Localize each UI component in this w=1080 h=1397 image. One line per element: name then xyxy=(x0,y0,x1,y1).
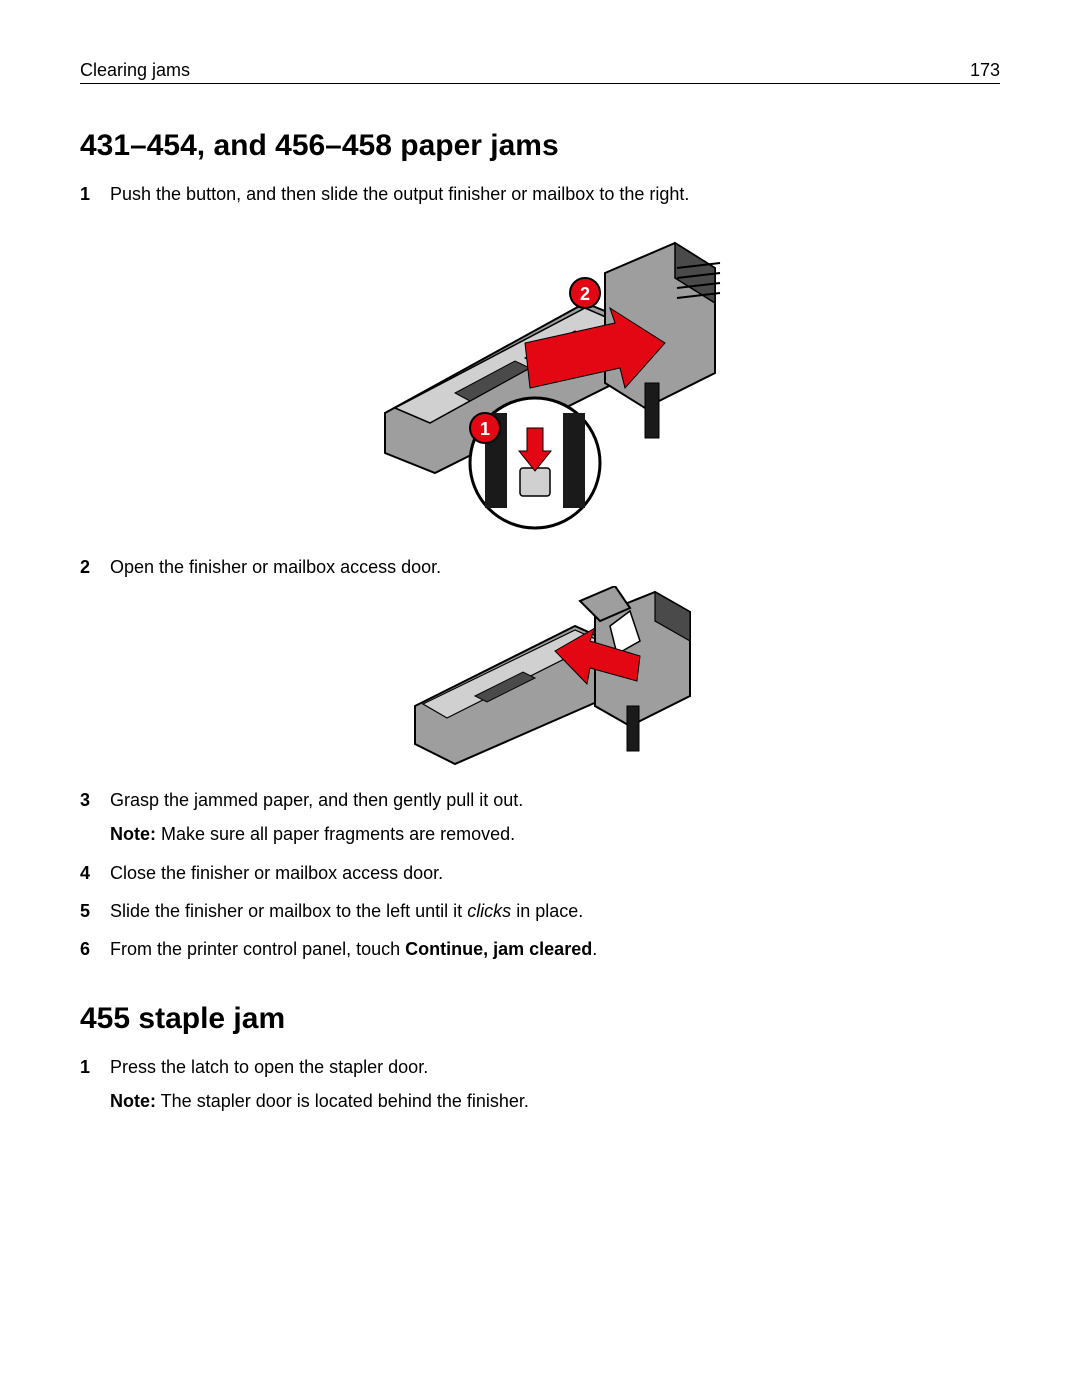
step-text-pre: From the printer control panel, touch xyxy=(110,939,405,959)
step-5: 5 Slide the finisher or mailbox to the l… xyxy=(80,898,1000,924)
step-number: 6 xyxy=(80,936,90,962)
step-text: Push the button, and then slide the outp… xyxy=(110,184,689,204)
callout-2-label: 2 xyxy=(580,284,590,304)
step-number: 1 xyxy=(80,181,90,207)
steps-section2: 1 Press the latch to open the stapler do… xyxy=(80,1054,1000,1114)
section-title-paper-jams: 431–454, and 456–458 paper jams xyxy=(80,129,1000,163)
running-head: Clearing jams 173 xyxy=(80,60,1000,84)
header-section-name: Clearing jams xyxy=(80,60,190,81)
callout-1-label: 1 xyxy=(480,419,490,439)
manual-page: Clearing jams 173 431–454, and 456–458 p… xyxy=(0,0,1080,1397)
printer-illustration-1: 2 1 xyxy=(375,213,735,533)
steps-section1: 1 Push the button, and then slide the ou… xyxy=(80,181,1000,962)
step-text-post: . xyxy=(592,939,597,959)
header-page-number: 173 xyxy=(970,60,1000,81)
step-text: Press the latch to open the stapler door… xyxy=(110,1057,428,1077)
step-text-pre: Slide the finisher or mailbox to the lef… xyxy=(110,901,467,921)
figure-open-door xyxy=(110,586,1000,773)
note-text: Make sure all paper fragments are remove… xyxy=(156,824,515,844)
step-text-post: in place. xyxy=(511,901,583,921)
step-4: 4 Close the finisher or mailbox access d… xyxy=(80,860,1000,886)
step-1: 1 Press the latch to open the stapler do… xyxy=(80,1054,1000,1114)
step-6: 6 From the printer control panel, touch … xyxy=(80,936,1000,962)
step-number: 2 xyxy=(80,554,90,580)
note-text: The stapler door is located behind the f… xyxy=(156,1091,529,1111)
step-text: Open the finisher or mailbox access door… xyxy=(110,557,441,577)
step-number: 5 xyxy=(80,898,90,924)
step-text: Grasp the jammed paper, and then gently … xyxy=(110,790,523,810)
step-text-bold: Continue, jam cleared xyxy=(405,939,592,959)
step-1: 1 Push the button, and then slide the ou… xyxy=(80,181,1000,540)
figure-slide-finisher: 2 1 xyxy=(110,213,1000,540)
step-number: 3 xyxy=(80,787,90,813)
section-title-staple-jam: 455 staple jam xyxy=(80,1002,1000,1036)
step-text-italic: clicks xyxy=(467,901,511,921)
note-label: Note: xyxy=(110,824,156,844)
step-3: 3 Grasp the jammed paper, and then gentl… xyxy=(80,787,1000,847)
printer-illustration-2 xyxy=(405,586,705,766)
note-label: Note: xyxy=(110,1091,156,1111)
step-2: 2 Open the finisher or mailbox access do… xyxy=(80,554,1000,773)
step-number: 1 xyxy=(80,1054,90,1080)
step-number: 4 xyxy=(80,860,90,886)
step-text: Close the finisher or mailbox access doo… xyxy=(110,863,443,883)
